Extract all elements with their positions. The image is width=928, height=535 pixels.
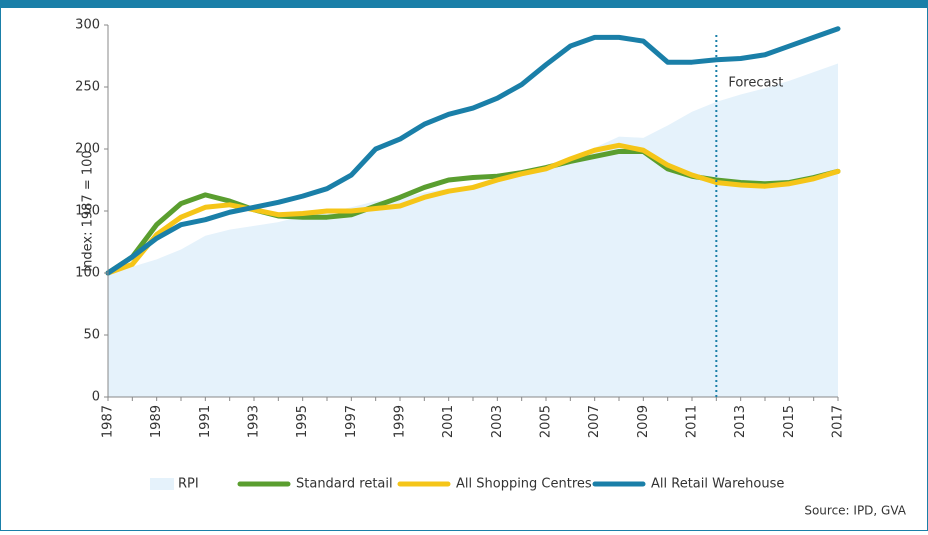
x-tick-label: 2009 (636, 405, 651, 438)
x-tick-label: 2017 (831, 405, 846, 438)
x-tick-label: 2013 (733, 405, 748, 438)
x-tick-label: 1993 (247, 405, 262, 438)
legend-swatch (150, 478, 174, 490)
x-tick-label: 1997 (344, 405, 359, 438)
x-tick-label: 1987 (101, 405, 116, 438)
y-tick-label: 0 (92, 390, 100, 405)
x-tick-label: 2007 (587, 405, 602, 438)
legend-label: Standard retail (296, 477, 393, 492)
legend-label: All Retail Warehouse (651, 477, 784, 492)
top-band (0, 0, 928, 8)
y-tick-label: 50 (83, 328, 100, 343)
y-tick-label: 250 (75, 80, 100, 95)
legend-label: RPI (178, 477, 199, 492)
rpi-area (108, 63, 838, 397)
x-tick-label: 1991 (198, 405, 213, 438)
y-tick-label: 300 (75, 18, 100, 33)
x-tick-label: 2001 (441, 405, 456, 438)
x-tick-label: 2011 (685, 405, 700, 438)
x-tick-label: 1999 (393, 405, 408, 438)
y-tick-label: 150 (75, 204, 100, 219)
legend-label: All Shopping Centres (456, 477, 592, 492)
forecast-label: Forecast (728, 76, 783, 91)
x-tick-label: 1989 (149, 405, 164, 438)
x-tick-label: 2003 (490, 405, 505, 438)
x-tick-label: 1995 (295, 405, 310, 438)
y-tick-label: 100 (75, 266, 100, 281)
x-tick-label: 2015 (782, 405, 797, 438)
x-tick-label: 2005 (539, 405, 554, 438)
y-tick-label: 200 (75, 142, 100, 157)
series-line (105, 26, 841, 276)
y-axis-label: Index: 1987 = 100 (81, 150, 96, 271)
source: Source: IPD, GVA (804, 504, 906, 518)
series-line (105, 142, 841, 276)
